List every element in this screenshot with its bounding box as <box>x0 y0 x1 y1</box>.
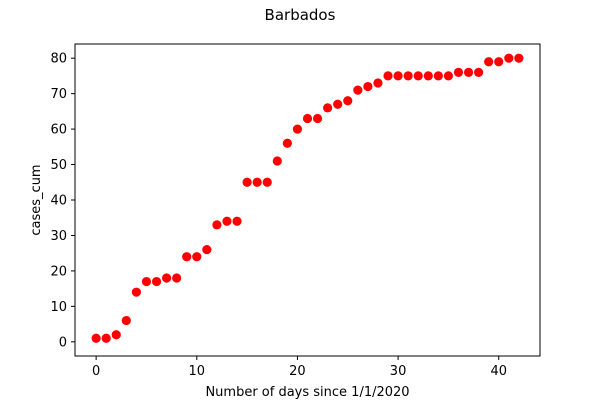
data-point <box>484 57 494 67</box>
y-tick-label: 80 <box>50 52 67 67</box>
data-point <box>222 216 232 226</box>
data-point <box>282 138 292 148</box>
data-point <box>433 71 443 81</box>
y-tick-label: 40 <box>50 194 67 209</box>
data-point <box>323 103 333 113</box>
data-point <box>403 71 413 81</box>
data-point <box>91 333 101 343</box>
data-point <box>494 57 504 67</box>
x-tick-label: 20 <box>289 364 306 379</box>
data-point <box>504 53 514 63</box>
x-tick-label: 10 <box>189 364 206 379</box>
data-point <box>262 177 272 187</box>
data-point <box>333 99 343 109</box>
data-point <box>232 216 242 226</box>
y-tick-label: 20 <box>50 264 67 279</box>
data-point <box>252 177 262 187</box>
data-point <box>453 67 464 77</box>
data-point <box>413 71 423 81</box>
chart-title: Barbados <box>265 6 336 24</box>
y-tick-label: 30 <box>50 229 67 244</box>
data-point <box>172 273 182 283</box>
data-point <box>242 177 252 187</box>
data-point <box>141 276 152 287</box>
data-point <box>161 273 172 283</box>
data-point <box>353 85 363 95</box>
y-tick-label: 60 <box>50 123 67 138</box>
data-points <box>91 53 524 343</box>
data-point <box>343 96 353 106</box>
x-tick-label: 30 <box>390 364 407 379</box>
data-point <box>101 333 111 343</box>
data-point <box>151 276 162 287</box>
data-point <box>423 71 433 81</box>
data-point <box>302 113 313 124</box>
data-point <box>111 330 121 340</box>
data-point <box>272 156 282 166</box>
y-axis-label: cases_cum <box>29 164 44 235</box>
data-point <box>292 124 303 134</box>
data-point <box>363 81 373 92</box>
x-axis-label: Number of days since 1/1/2020 <box>205 385 409 400</box>
data-point <box>202 245 212 255</box>
data-point <box>121 315 131 326</box>
data-point <box>514 53 524 63</box>
plot-area-frame <box>74 43 541 357</box>
x-tick-label: 0 <box>92 364 100 379</box>
data-point <box>312 113 323 124</box>
y-tick-label: 70 <box>50 87 67 102</box>
data-point <box>192 252 202 262</box>
data-point <box>182 252 192 262</box>
data-point <box>474 67 484 77</box>
y-tick-label: 0 <box>59 335 67 350</box>
data-point <box>463 67 474 77</box>
x-tick-label: 40 <box>490 364 507 379</box>
y-tick-label: 10 <box>50 300 67 315</box>
data-point <box>393 71 403 81</box>
data-point <box>131 287 141 297</box>
data-point <box>383 71 393 81</box>
data-point <box>443 71 454 81</box>
data-point <box>373 78 383 88</box>
y-tick-label: 50 <box>50 158 67 173</box>
x-axis-ticks: 0 10 20 30 40 <box>92 356 507 379</box>
y-axis-ticks: 0 10 20 30 40 50 60 70 80 <box>50 52 75 350</box>
data-point <box>212 220 222 230</box>
